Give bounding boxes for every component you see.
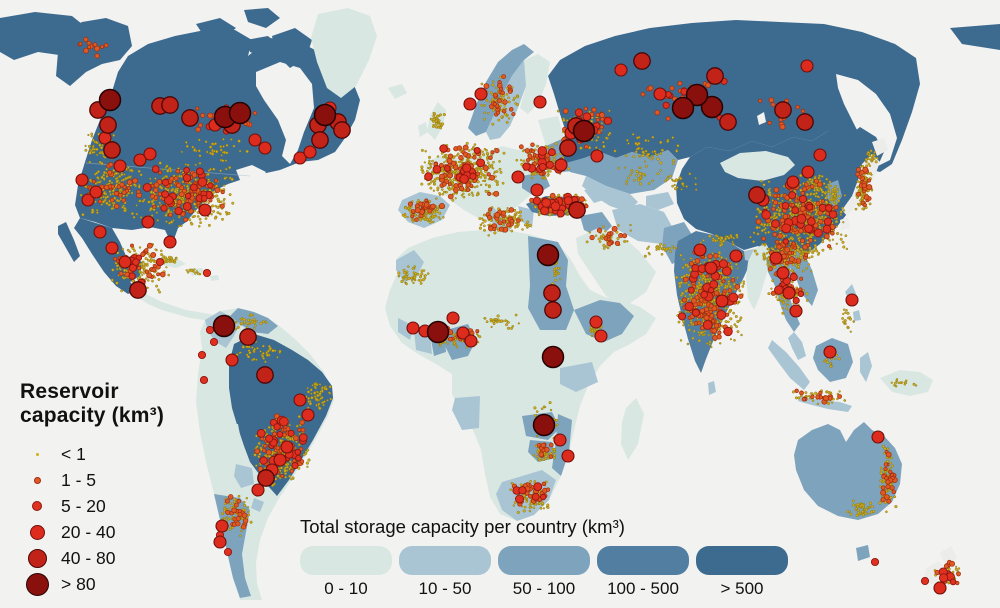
dot-symbol-40-80 xyxy=(27,548,47,568)
country-indonesia-sumatra xyxy=(768,340,810,390)
caspian-sea xyxy=(597,112,766,218)
legend-item: 1 - 5 xyxy=(20,467,210,493)
legend-item-label: 1 - 5 xyxy=(61,469,97,490)
region-africa xyxy=(385,230,656,521)
region-uzbek-turkmen xyxy=(582,176,638,212)
country-bolivia xyxy=(214,424,242,454)
swatch-0-10 xyxy=(300,546,392,575)
legend-class-label: 10 - 50 xyxy=(418,579,472,598)
legend-item: > 80 xyxy=(20,571,210,597)
region-borneo xyxy=(813,338,853,382)
region-balkans xyxy=(518,206,534,228)
region-sulawesi xyxy=(860,352,872,382)
region-kyrgyz-tajik xyxy=(646,192,674,210)
dot-symbol-5-20 xyxy=(32,501,42,512)
swatch-100-500 xyxy=(597,546,689,575)
dot-symbol-gt80 xyxy=(25,572,49,596)
country-paraguay xyxy=(234,464,254,488)
country-legend-swatches: 0 - 10 10 - 50 50 - 100 100 - 500 > 500 xyxy=(300,546,795,599)
reservoir-capacity-legend: Reservoir capacity (km³) < 1 1 - 5 5 - 2… xyxy=(20,380,210,597)
legend-item: 5 - 20 xyxy=(20,493,210,519)
country-tanzania xyxy=(560,362,598,392)
legend-item: 20 - 40 xyxy=(20,519,210,545)
country-guinea xyxy=(398,318,414,340)
reservoir-legend-items: < 1 1 - 5 5 - 20 20 - 40 40 - 80 > 80 xyxy=(20,441,210,597)
country-australia xyxy=(794,422,902,520)
dot-symbol-1-5 xyxy=(33,476,41,484)
legend-item: < 1 xyxy=(20,441,210,467)
region-malay-peninsula xyxy=(788,332,806,360)
reservoir-legend-title-line1: Reservoir xyxy=(20,380,119,403)
legend-item: 40 - 80 xyxy=(20,545,210,571)
country-russia-corner xyxy=(950,24,1000,50)
region-central-america xyxy=(136,290,220,324)
legend-class-label: 100 - 500 xyxy=(607,579,679,598)
legend-class-label: 50 - 100 xyxy=(512,579,576,598)
country-madagascar xyxy=(621,398,644,460)
swatch-10-50 xyxy=(399,546,491,575)
country-mongolia xyxy=(720,151,795,181)
region-caucasus xyxy=(584,186,610,203)
legend-class: 50 - 100 xyxy=(498,546,590,599)
great-lakes xyxy=(236,165,266,182)
country-storage-legend: Total storage capacity per country (km³)… xyxy=(300,516,795,599)
arctic-islands xyxy=(196,8,312,68)
swatch-50-100 xyxy=(498,546,590,575)
dot-symbol-20-40 xyxy=(29,524,45,540)
legend-class-label: > 500 xyxy=(720,579,764,598)
legend-item-label: 5 - 20 xyxy=(61,495,106,516)
country-finland xyxy=(520,54,550,114)
legend-item-label: < 1 xyxy=(61,443,86,464)
legend-item-label: 40 - 80 xyxy=(61,547,116,568)
legend-class: 0 - 10 xyxy=(300,546,392,599)
country-iran xyxy=(612,204,674,244)
legend-item-label: > 80 xyxy=(61,573,96,594)
reservoir-legend-title-line2: capacity (km³) xyxy=(20,404,165,428)
country-sri-lanka xyxy=(708,381,716,395)
reservoir-dots-layer xyxy=(75,36,961,595)
legend-class: > 500 xyxy=(696,546,788,599)
hudson-bay xyxy=(256,62,314,164)
region-baltics-belarus xyxy=(538,116,564,146)
reservoir-legend-title: Reservoir capacity (km³) xyxy=(20,380,210,428)
region-arabia xyxy=(576,228,656,306)
country-iceland xyxy=(388,84,407,99)
country-uruguay xyxy=(251,498,264,512)
swatch-gt500 xyxy=(696,546,788,575)
country-new-zealand xyxy=(924,546,957,585)
region-caribbean xyxy=(152,258,219,281)
country-uk-ireland xyxy=(418,102,446,140)
legend-class: 10 - 50 xyxy=(399,546,491,599)
country-ethiopia xyxy=(574,300,634,342)
country-greenland xyxy=(311,8,377,98)
legend-class: 100 - 500 xyxy=(597,546,689,599)
country-angola xyxy=(452,396,480,430)
legend-class-label: 0 - 10 xyxy=(324,579,368,598)
legend-item-label: 20 - 40 xyxy=(61,521,116,542)
region-tasmania xyxy=(856,545,870,561)
country-alaska xyxy=(56,18,132,86)
dot-symbol-lt1 xyxy=(35,452,39,456)
country-legend-title: Total storage capacity per country (km³) xyxy=(300,516,625,537)
